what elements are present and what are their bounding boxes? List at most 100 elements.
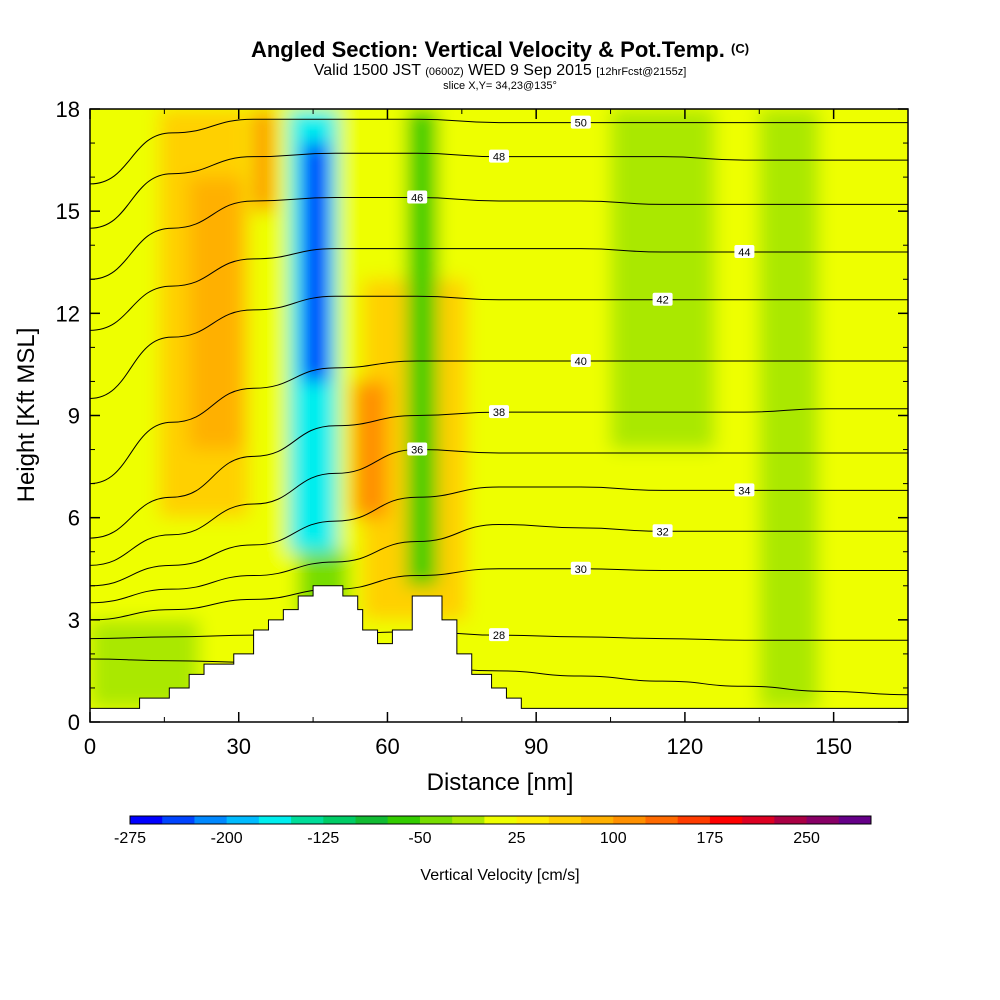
colorbar-tick-label: -125 xyxy=(307,830,339,847)
colorbar-swatch xyxy=(516,816,550,824)
isentrope-label: 40 xyxy=(575,356,587,368)
colorbar-swatch xyxy=(452,816,485,824)
colorbar-tick-label: -50 xyxy=(408,830,431,847)
plot-area: 26283032343638404244464850 xyxy=(90,109,908,722)
colorbar-tick-label: 25 xyxy=(508,830,526,847)
terrain-profile xyxy=(90,585,908,722)
colorbar-swatch xyxy=(838,816,872,824)
colorbar-swatch xyxy=(645,816,679,824)
colorbar-swatch xyxy=(162,816,195,824)
isentrope-label: 28 xyxy=(493,630,505,642)
colorbar-swatch xyxy=(226,816,260,824)
colorbar-label: Vertical Velocity [cm/s] xyxy=(420,867,579,884)
chart-title: Angled Section: Vertical Velocity & Pot.… xyxy=(251,37,749,62)
y-tick-label: 9 xyxy=(68,404,80,429)
isentrope-label: 38 xyxy=(493,407,505,419)
colorbar-tick-label: 250 xyxy=(793,830,820,847)
isentrope-line xyxy=(90,360,908,485)
isentrope-label-bg xyxy=(489,149,509,163)
colorbar-swatch xyxy=(291,816,324,824)
x-axis-label: Distance [nm] xyxy=(427,769,574,796)
colorbar-swatch xyxy=(484,816,518,824)
colorbar-swatch xyxy=(194,816,228,824)
velocity-cell xyxy=(610,109,715,450)
colorbar-swatch xyxy=(742,816,775,824)
x-tick-label: 30 xyxy=(226,734,250,759)
colorbar-swatch xyxy=(130,816,163,824)
isentrope-label-bg xyxy=(652,524,673,538)
x-tick-label: 120 xyxy=(667,734,704,759)
colorbar-swatch xyxy=(709,816,743,824)
isentrope-label-bg xyxy=(407,442,428,456)
colorbar-swatch xyxy=(677,816,711,824)
colorbar-swatch xyxy=(613,816,646,824)
x-tick-label: 150 xyxy=(815,734,852,759)
isentrope-label-bg xyxy=(489,628,509,642)
colorbar-frame xyxy=(129,815,872,825)
isentrope-label: 34 xyxy=(738,485,750,497)
colorbar-tick-label: 175 xyxy=(697,830,724,847)
isentrope-line xyxy=(90,449,908,566)
vertical-velocity-field xyxy=(90,109,908,722)
colorbar-swatch xyxy=(387,816,421,824)
isentrope-label: 36 xyxy=(411,445,423,457)
title-unit: (C) xyxy=(731,41,749,56)
colorbar-swatch xyxy=(774,816,808,824)
chart-subtitle: Valid 1500 JST (0600Z) WED 9 Sep 2015 [1… xyxy=(314,62,687,79)
isentrope-line xyxy=(90,523,908,604)
velocity-cell xyxy=(189,177,244,450)
colorbar-tick-label: -200 xyxy=(211,830,243,847)
x-tick-label: 60 xyxy=(375,734,399,759)
colorbar-swatch xyxy=(581,816,614,824)
isentrope-label-bg xyxy=(734,483,755,497)
y-axis-label: Height [Kft MSL] xyxy=(13,328,40,503)
x-tick-label: 90 xyxy=(524,734,548,759)
isentrope-label: 46 xyxy=(411,193,423,205)
x-tick-label: 0 xyxy=(84,734,96,759)
colorbar-tick-label: 100 xyxy=(600,830,627,847)
isentrope-label: 48 xyxy=(493,152,505,164)
isentrope-label: 44 xyxy=(738,247,750,259)
isentrope-label-bg xyxy=(570,115,591,129)
isentrope-line xyxy=(90,118,908,185)
velocity-cell xyxy=(303,143,328,382)
y-tick-label: 3 xyxy=(68,608,80,633)
colorbar-swatch xyxy=(806,816,840,824)
isentrope-line xyxy=(90,408,908,539)
colorbar-swatch xyxy=(323,816,357,824)
colorbar-tick-label: -275 xyxy=(114,830,146,847)
colorbar-swatch xyxy=(355,816,389,824)
isentrope-line xyxy=(90,197,908,280)
isentrope-label: 42 xyxy=(656,295,668,307)
colorbar: -275 -200 -125 -50 25 100 175 250 xyxy=(114,815,872,847)
isentrope-line xyxy=(90,658,908,696)
colorbar-swatch xyxy=(258,816,292,824)
isentrope-label-bg xyxy=(570,354,591,368)
y-tick-label: 15 xyxy=(56,199,80,224)
y-tick-label: 12 xyxy=(56,301,80,326)
isentrope-line xyxy=(90,486,908,587)
isentrope-label-bg xyxy=(570,561,591,575)
terrain xyxy=(90,585,908,722)
y-tick-label: 18 xyxy=(56,97,80,122)
velocity-cell xyxy=(407,109,438,586)
isentrope-label: 50 xyxy=(575,118,587,130)
isentrope-label: 30 xyxy=(575,564,587,576)
isentrope-label: 32 xyxy=(656,526,668,538)
velocity-cell xyxy=(253,109,274,212)
isentrope-line xyxy=(90,248,908,331)
isentrope-line xyxy=(90,568,908,621)
colorbar-swatch xyxy=(419,816,453,824)
isentrope-label-bg xyxy=(489,405,509,419)
colorbar-swatch xyxy=(548,816,582,824)
isentrope-line xyxy=(90,295,908,399)
isentrope-label-bg xyxy=(652,292,673,306)
isentrope-label-bg xyxy=(734,245,755,259)
slice-label: slice X,Y= 34,23@135° xyxy=(443,80,557,92)
y-tick-label: 0 xyxy=(68,710,80,735)
y-tick-label: 6 xyxy=(68,506,80,531)
velocity-cell xyxy=(352,381,388,518)
isentrope-label-bg xyxy=(407,190,428,204)
